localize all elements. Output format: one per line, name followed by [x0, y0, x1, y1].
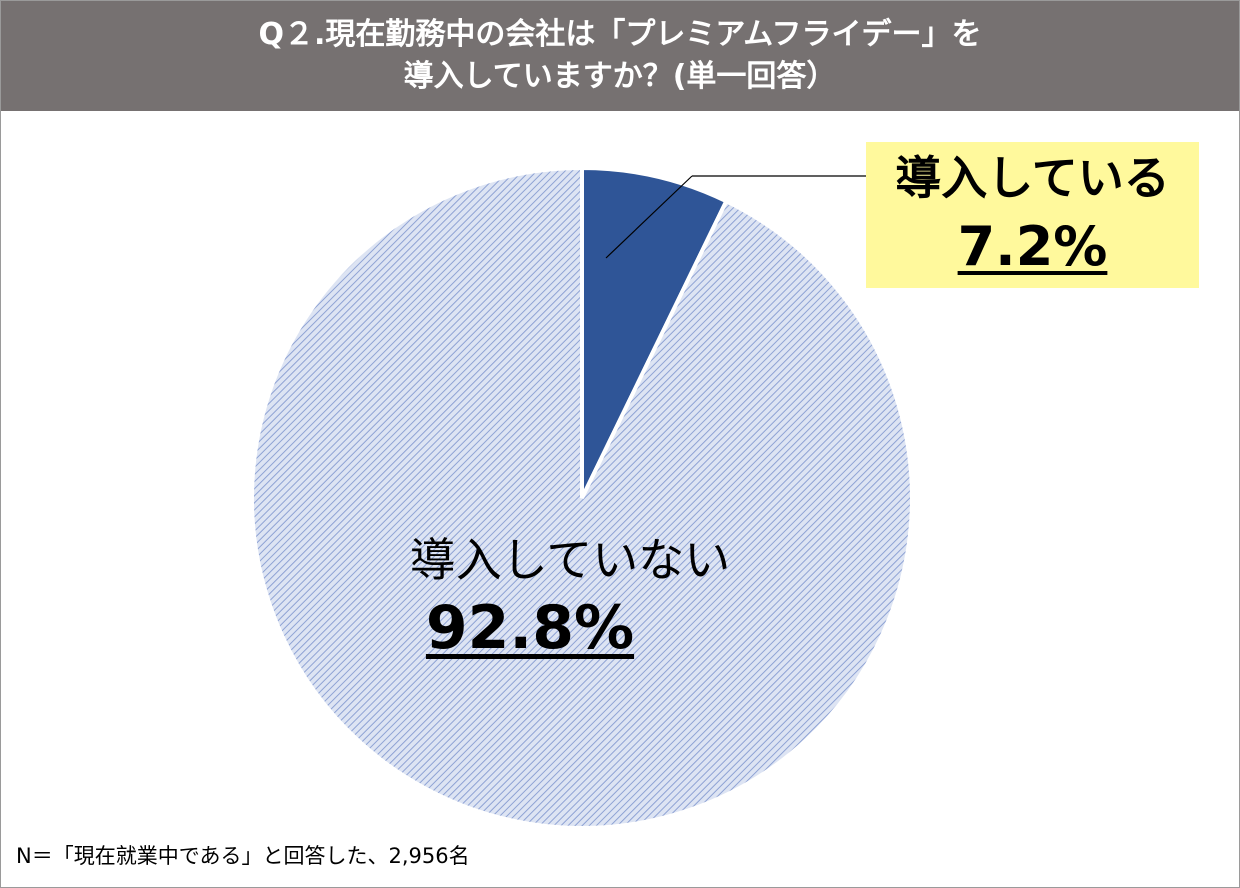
leader-line-diagonal: [605, 175, 693, 259]
title-line-2: 導入していますか？(単一回答）: [403, 59, 837, 94]
adopted-label: 導入している: [895, 151, 1170, 205]
adopted-value: 7.2%: [957, 215, 1108, 278]
title-line-1: Q２.現在勤務中の会社は「プレミアムフライデー」を: [258, 17, 982, 52]
sample-size-note: N＝「現在就業中である」と回答した、2,956名: [16, 844, 470, 868]
pie-slice-not-adopted: [250, 165, 914, 830]
not-adopted-label: 導入していない: [409, 533, 731, 587]
adopted-callout: 導入している 7.2%: [866, 142, 1199, 288]
not-adopted-value: 92.8%: [425, 593, 635, 663]
chart-title: Q２.現在勤務中の会社は「プレミアムフライデー」を 導入していますか？(単一回答…: [1, 1, 1239, 111]
pie-slice-adopted: [580, 165, 729, 499]
